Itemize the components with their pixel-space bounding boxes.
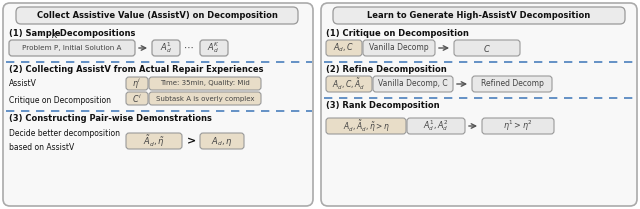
Text: $C^i$: $C^i$ — [132, 92, 142, 105]
FancyBboxPatch shape — [149, 92, 261, 105]
FancyBboxPatch shape — [326, 40, 362, 56]
Text: Collect Assistive Value (AssistV) on Decomposition: Collect Assistive Value (AssistV) on Dec… — [36, 11, 277, 20]
Text: $\tilde{A}_d, \tilde{\eta}$: $\tilde{A}_d, \tilde{\eta}$ — [143, 133, 164, 149]
Text: Subtask A is overly complex: Subtask A is overly complex — [156, 96, 254, 102]
FancyBboxPatch shape — [482, 118, 554, 134]
FancyBboxPatch shape — [333, 7, 625, 24]
FancyBboxPatch shape — [454, 40, 520, 56]
FancyBboxPatch shape — [373, 76, 453, 92]
Text: (1) Critique on Decomposition: (1) Critique on Decomposition — [326, 29, 469, 38]
FancyBboxPatch shape — [126, 133, 182, 149]
Text: Vanilla Decomp: Vanilla Decomp — [369, 43, 429, 52]
FancyBboxPatch shape — [326, 76, 372, 92]
Text: Time: 35min, Quality: Mid: Time: 35min, Quality: Mid — [160, 80, 250, 87]
Text: >: > — [186, 136, 196, 146]
Text: (3) Rank Decomposition: (3) Rank Decomposition — [326, 101, 440, 110]
Text: Problem P, Initial Solution A: Problem P, Initial Solution A — [22, 45, 122, 51]
FancyBboxPatch shape — [149, 77, 261, 90]
FancyBboxPatch shape — [16, 7, 298, 24]
FancyBboxPatch shape — [407, 118, 465, 134]
Text: $C$: $C$ — [483, 42, 491, 54]
FancyBboxPatch shape — [126, 92, 148, 105]
Text: Refined Decomp: Refined Decomp — [481, 79, 543, 88]
FancyBboxPatch shape — [326, 118, 406, 134]
Text: Vanilla Decomp, C: Vanilla Decomp, C — [378, 79, 448, 88]
Text: Decide better decomposition: Decide better decomposition — [9, 129, 120, 138]
Text: $A_d, C, \tilde{A}_d$: $A_d, C, \tilde{A}_d$ — [332, 76, 365, 92]
Text: $A_d^K$: $A_d^K$ — [207, 41, 221, 55]
FancyBboxPatch shape — [126, 77, 148, 90]
FancyBboxPatch shape — [9, 40, 135, 56]
Text: $A_d^1$: $A_d^1$ — [160, 41, 172, 55]
Text: AssistV: AssistV — [9, 79, 37, 88]
FancyBboxPatch shape — [152, 40, 180, 56]
Text: $A_d^1, A_d^2$: $A_d^1, A_d^2$ — [423, 119, 449, 134]
FancyBboxPatch shape — [472, 76, 552, 92]
Text: (2) Collecting AssistV from Actual Repair Experiences: (2) Collecting AssistV from Actual Repai… — [9, 65, 264, 74]
FancyBboxPatch shape — [200, 40, 228, 56]
Text: $A_d, C$: $A_d, C$ — [333, 42, 355, 54]
Text: (3) Constructing Pair-wise Demonstrations: (3) Constructing Pair-wise Demonstration… — [9, 114, 212, 123]
Text: (1) Sample: (1) Sample — [9, 29, 63, 38]
Text: $A_d, \tilde{A}_d, \tilde{\eta} > \eta$: $A_d, \tilde{A}_d, \tilde{\eta} > \eta$ — [342, 118, 389, 134]
Text: $\eta^i$: $\eta^i$ — [132, 76, 141, 91]
Text: (2) Refine Decomposition: (2) Refine Decomposition — [326, 65, 447, 74]
FancyBboxPatch shape — [363, 40, 435, 56]
Text: Learn to Generate High-AssistV Decomposition: Learn to Generate High-AssistV Decomposi… — [367, 11, 591, 20]
Text: based on AssistV: based on AssistV — [9, 143, 74, 152]
Text: $K$: $K$ — [51, 29, 59, 40]
FancyBboxPatch shape — [200, 133, 244, 149]
Text: Decompositions: Decompositions — [57, 29, 136, 38]
FancyBboxPatch shape — [3, 3, 313, 206]
Text: Critique on Decomposition: Critique on Decomposition — [9, 96, 111, 105]
Text: $\cdots$: $\cdots$ — [182, 42, 193, 52]
Text: $\eta^1 > \eta^2$: $\eta^1 > \eta^2$ — [503, 119, 533, 133]
Text: $A_d, \eta$: $A_d, \eta$ — [211, 135, 233, 148]
FancyBboxPatch shape — [321, 3, 637, 206]
